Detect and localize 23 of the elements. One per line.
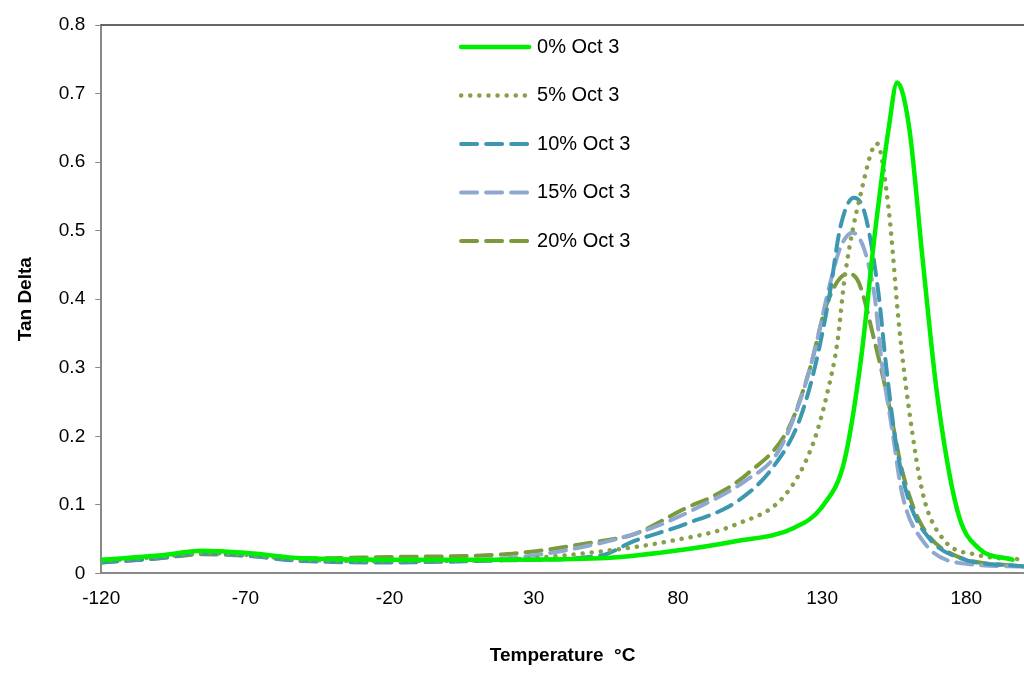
x-tick-label: -70 [231, 587, 260, 609]
x-tick-label: -120 [82, 587, 121, 609]
y-tick-label: 0.8 [58, 13, 86, 35]
y-tick-label: 0 [74, 561, 86, 583]
y-tick-label: 0.4 [58, 287, 86, 309]
y-tick-label: 0.5 [58, 218, 86, 240]
y-tick-label: 0.2 [58, 424, 86, 446]
legend-label: 0% Oct 3 [537, 34, 620, 57]
y-tick-label: 0.3 [58, 355, 86, 377]
x-axis-title: Temperature °C [489, 643, 636, 665]
y-tick-label: 0.1 [58, 493, 86, 515]
legend-label: 15% Oct 3 [537, 180, 631, 203]
y-tick-label: 0.7 [58, 81, 86, 103]
x-tick-label: -20 [375, 587, 404, 609]
x-tick-label: 30 [523, 587, 545, 609]
legend-label: 5% Oct 3 [537, 83, 620, 106]
y-axis-title: Tan Delta [13, 256, 35, 342]
legend-label: 10% Oct 3 [537, 131, 631, 154]
legend-label: 20% Oct 3 [537, 228, 631, 251]
x-tick-label: 80 [667, 587, 689, 609]
x-tick-label: 180 [950, 587, 983, 609]
x-tick-label: 130 [806, 587, 838, 609]
y-tick-label: 0.6 [58, 150, 86, 172]
